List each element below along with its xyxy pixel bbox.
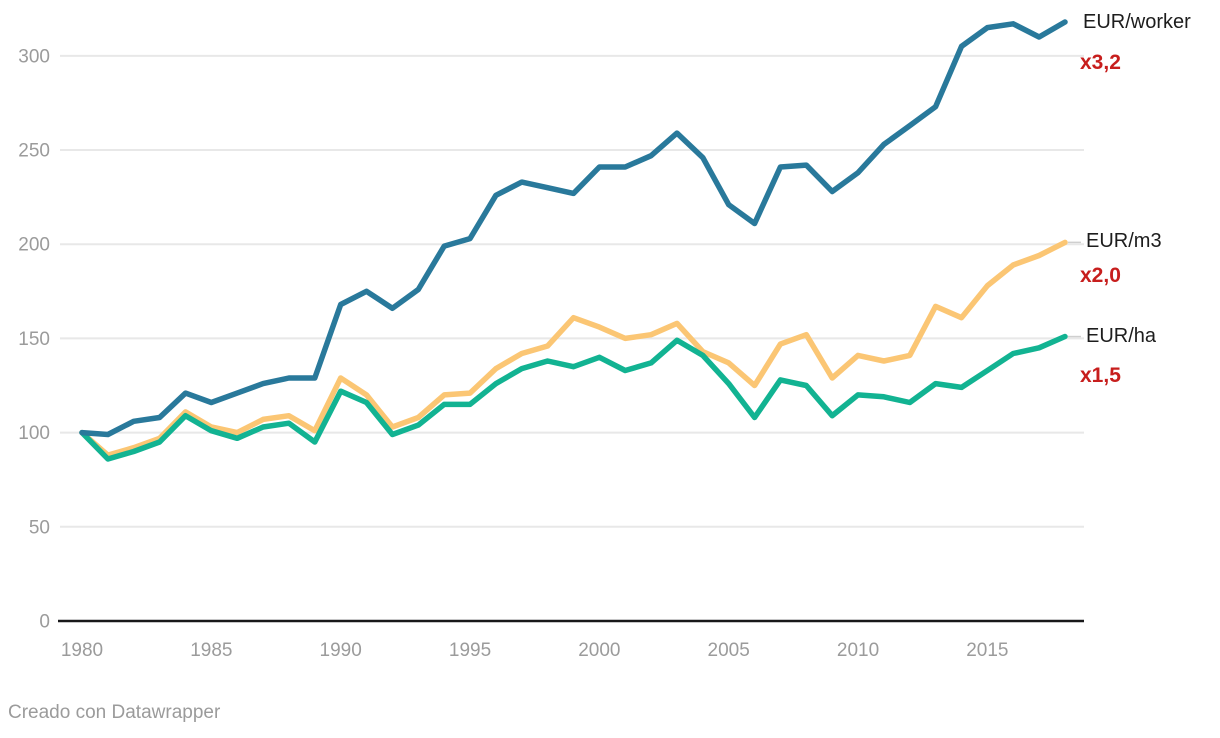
y-tick-label-0: 0: [39, 612, 50, 633]
y-tick-label-200: 200: [18, 235, 50, 256]
y-tick-label-250: 250: [18, 141, 50, 162]
series-line-eur-ha: [79, 333, 1068, 462]
x-tick-label-1985: 1985: [190, 640, 232, 661]
series-label-eur-ha: EUR/ha: [1086, 325, 1157, 347]
x-tick-label-2000: 2000: [578, 640, 620, 661]
x-tick-label-1995: 1995: [449, 640, 491, 661]
line-chart: 0 50 100 150 200 250 300 1980 1985 1990 1995 2000 20…: [18, 19, 1084, 661]
y-tick-label-300: 300: [18, 46, 50, 67]
series-multiplier-eur-m3: x2,0: [1080, 264, 1121, 287]
series-label-eur-worker: EUR/worker: [1083, 11, 1191, 33]
series-line-eur-m3: [79, 239, 1068, 458]
series-label-eur-m3: EUR/m3: [1086, 230, 1162, 252]
series-line-eur-worker: [79, 19, 1068, 438]
y-tick-label-50: 50: [29, 517, 50, 538]
series-multiplier-eur-worker: x3,2: [1080, 51, 1121, 74]
series-multiplier-eur-ha: x1,5: [1080, 364, 1121, 387]
x-tick-label-2010: 2010: [837, 640, 879, 661]
y-tick-label-150: 150: [18, 329, 50, 350]
y-tick-label-100: 100: [18, 423, 50, 444]
datawrapper-credit: Creado con Datawrapper: [8, 702, 221, 723]
x-tick-label-2005: 2005: [708, 640, 750, 661]
x-tick-label-2015: 2015: [966, 640, 1008, 661]
x-tick-label-1980: 1980: [61, 640, 103, 661]
x-tick-label-1990: 1990: [320, 640, 362, 661]
